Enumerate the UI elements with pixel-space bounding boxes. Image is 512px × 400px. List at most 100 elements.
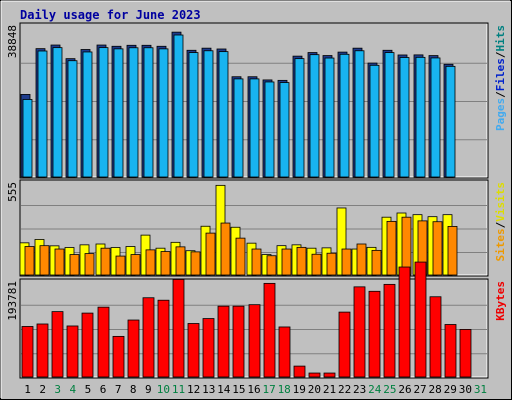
panel-legend: Sites/Visits [494,182,507,262]
bar-sites-day-13 [205,232,216,276]
bar-pages-day-10 [158,48,169,178]
legend-separator: / [494,51,507,58]
bar-sites-day-24 [371,249,382,276]
bar-sites-day-3 [54,248,65,276]
bar-sites-day-5 [84,253,95,276]
x-tick-label: 4 [70,383,77,396]
x-tick-label: 24 [368,383,382,396]
x-tick-label: 9 [145,383,152,396]
bar-pages-day-5 [82,51,93,178]
bar-kbytes-day-5 [81,312,94,378]
bar-sites-day-28 [432,221,443,276]
x-tick-label: 13 [202,383,215,396]
panel-max-label: 38848 [6,25,19,58]
bar-sites-day-9 [145,249,156,276]
x-tick-label: 11 [172,383,185,396]
x-axis: 1 2 3 4 5 6 7 8 9 10 11 12 13 14 15 16 17 18 19 20 21 22 23 24 2… [24,383,487,396]
chart-panels: 38848Pages/Files/Hits555Sites/Visits1937… [6,22,507,379]
bar-pages-day-4 [67,60,78,178]
legend-item-sites: Sites [494,228,507,261]
bar-kbytes-day-23 [353,286,366,378]
bar-kbytes-day-21 [323,372,336,378]
bar-pages-day-20 [309,54,320,178]
x-tick-label: 1 [24,383,31,396]
bar-pages-day-24 [369,64,380,178]
panel-max-label: 193781 [6,281,19,321]
bar-kbytes-day-28 [429,296,442,378]
x-tick-label: 25 [383,383,396,396]
bar-pages-day-29 [445,65,456,178]
bar-sites-day-23 [356,243,367,276]
panel-legend: Pages/Files/Hits [494,25,507,131]
bar-kbytes-day-10 [157,299,170,378]
x-tick-label: 31 [474,383,487,396]
bar-pages-day-2 [37,50,48,178]
bar-kbytes-day-24 [368,290,381,378]
bar-kbytes-day-7 [112,335,125,378]
bar-sites-day-18 [281,248,292,276]
panel-kbytes: 193781 KBytes [6,261,507,379]
x-tick-label: 14 [217,383,231,396]
x-tick-label: 6 [100,383,107,396]
bar-kbytes-day-27 [414,261,427,378]
bar-pages-day-13 [203,50,214,178]
bar-sites-day-16 [251,248,262,276]
legend-separator: / [494,221,507,228]
bar-kbytes-day-11 [172,279,185,378]
bar-kbytes-day-17 [263,282,276,378]
x-tick-label: 27 [413,383,426,396]
bar-pages-day-23 [354,50,365,178]
x-tick-label: 20 [308,383,321,396]
bar-sites-day-21 [326,252,337,276]
bar-pages-day-28 [430,57,441,178]
bar-pages-day-25 [384,52,395,178]
x-tick-label: 21 [323,383,336,396]
legend-separator: / [494,91,507,98]
bar-pages-day-17 [264,81,275,178]
bar-pages-day-3 [52,47,63,178]
bar-sites-day-7 [115,255,126,276]
bar-kbytes-day-6 [97,306,110,378]
bar-pages-day-16 [249,78,260,178]
x-tick-label: 16 [247,383,260,396]
bar-kbytes-day-26 [398,266,411,378]
bar-sites-day-6 [100,247,111,276]
x-tick-label: 17 [262,383,275,396]
x-tick-label: 10 [157,383,170,396]
bar-pages-day-26 [399,57,410,178]
legend-item-pages: Pages [494,98,507,131]
x-tick-label: 18 [278,383,291,396]
bar-pages-day-18 [279,82,290,178]
bar-sites-day-2 [39,245,50,276]
bar-kbytes-day-25 [383,283,396,378]
x-tick-label: 28 [429,383,442,396]
bar-pages-day-22 [339,53,350,178]
legend-item-kbytes: KBytes [494,281,507,321]
bar-kbytes-day-1 [21,326,34,378]
bar-kbytes-day-4 [66,325,79,378]
bar-kbytes-day-30 [459,329,472,378]
x-tick-label: 12 [187,383,200,396]
bar-sites-day-22 [341,248,352,276]
x-tick-label: 29 [444,383,457,396]
x-tick-label: 26 [398,383,411,396]
bar-pages-day-7 [113,48,124,178]
x-tick-label: 15 [232,383,245,396]
bar-sites-day-29 [447,226,458,276]
panel-sites-visits: 555 Sites/Visits [6,179,507,277]
bar-sites-day-8 [130,254,141,276]
bar-pages-day-19 [294,58,305,178]
x-tick-label: 8 [130,383,137,396]
legend-item-files: Files [494,58,507,91]
bar-sites-day-1 [24,246,35,276]
bar-sites-day-14 [220,222,231,276]
x-tick-label: 22 [338,383,351,396]
x-tick-label: 3 [54,383,61,396]
bar-kbytes-day-29 [444,324,457,378]
bar-pages-day-21 [324,57,335,178]
legend-item-visits: Visits [494,182,507,222]
x-tick-label: 2 [39,383,46,396]
bar-pages-day-11 [173,34,184,178]
bar-kbytes-day-19 [293,365,306,378]
bar-kbytes-day-20 [308,372,321,378]
